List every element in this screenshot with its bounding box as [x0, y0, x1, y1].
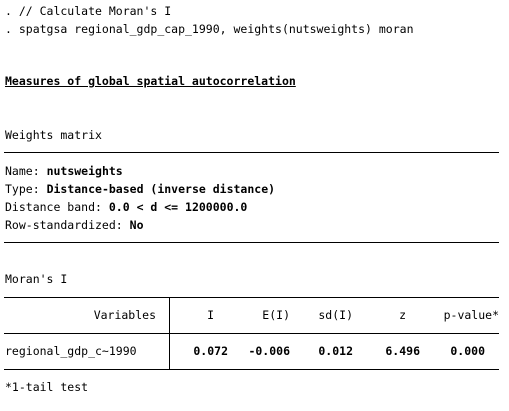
row-i: 0.072 [193, 344, 228, 358]
moran-title: Moran's I [5, 272, 68, 286]
col-header-pvalue: p-value* [443, 308, 499, 322]
col-header-variables: Variables [93, 308, 156, 322]
command-line: . spatgsa regional_gdp_cap_1990, weights… [5, 22, 414, 36]
weights-name-value: nutsweights [46, 164, 123, 178]
table-column-separator [169, 297, 170, 369]
weights-title: Weights matrix [5, 128, 102, 142]
row-variable: regional_gdp_c~1990 [5, 344, 137, 358]
row-sdi: 0.012 [318, 344, 353, 358]
weights-type-row: Type: Distance-based (inverse distance) [5, 182, 275, 196]
row-ei: -0.006 [248, 344, 290, 358]
weights-rowstd-value: No [129, 218, 144, 232]
weights-band-value: 0.0 < d <= 1200000.0 [108, 200, 248, 214]
weights-band-row: Distance band: 0.0 < d <= 1200000.0 [5, 200, 247, 214]
command-comment: . // Calculate Moran's I [5, 4, 172, 18]
weights-rowstd-row: Row-standardized: No [5, 218, 144, 232]
output-heading: Measures of global spatial autocorrelati… [5, 74, 296, 88]
col-header-z: z [399, 308, 406, 322]
weights-rowstd-label: Row-standardized: [5, 218, 123, 232]
col-header-ei: E(I) [262, 308, 290, 322]
table-row: regional_gdp_c~1990 0.072 -0.006 0.012 6… [4, 342, 499, 360]
weights-type-label: Type: [5, 182, 40, 196]
moran-footnote: *1-tail test [5, 380, 89, 394]
row-p: 0.000 [450, 344, 485, 358]
divider [4, 152, 499, 153]
col-header-sdi: sd(I) [318, 308, 353, 322]
weights-name-row: Name: nutsweights [5, 164, 123, 178]
weights-type-value: Distance-based (inverse distance) [46, 182, 276, 196]
row-z: 6.496 [385, 344, 420, 358]
weights-band-label: Distance band: [5, 200, 102, 214]
moran-table-header: Variables I E(I) sd(I) z p-value* [4, 306, 499, 324]
divider [4, 297, 499, 298]
weights-name-label: Name: [5, 164, 40, 178]
divider [4, 333, 499, 334]
divider [4, 242, 499, 243]
divider [4, 369, 499, 370]
col-header-i: I [207, 308, 214, 322]
